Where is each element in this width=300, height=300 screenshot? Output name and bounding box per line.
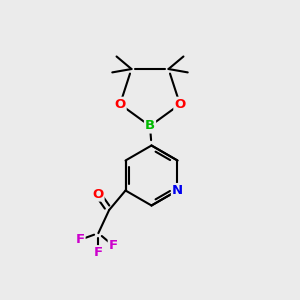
- Text: F: F: [94, 246, 103, 259]
- Text: O: O: [92, 188, 104, 201]
- Text: O: O: [114, 98, 126, 111]
- Text: O: O: [174, 98, 186, 111]
- Text: N: N: [172, 184, 183, 197]
- Text: F: F: [76, 233, 85, 246]
- Text: F: F: [109, 239, 118, 252]
- Text: B: B: [145, 119, 155, 133]
